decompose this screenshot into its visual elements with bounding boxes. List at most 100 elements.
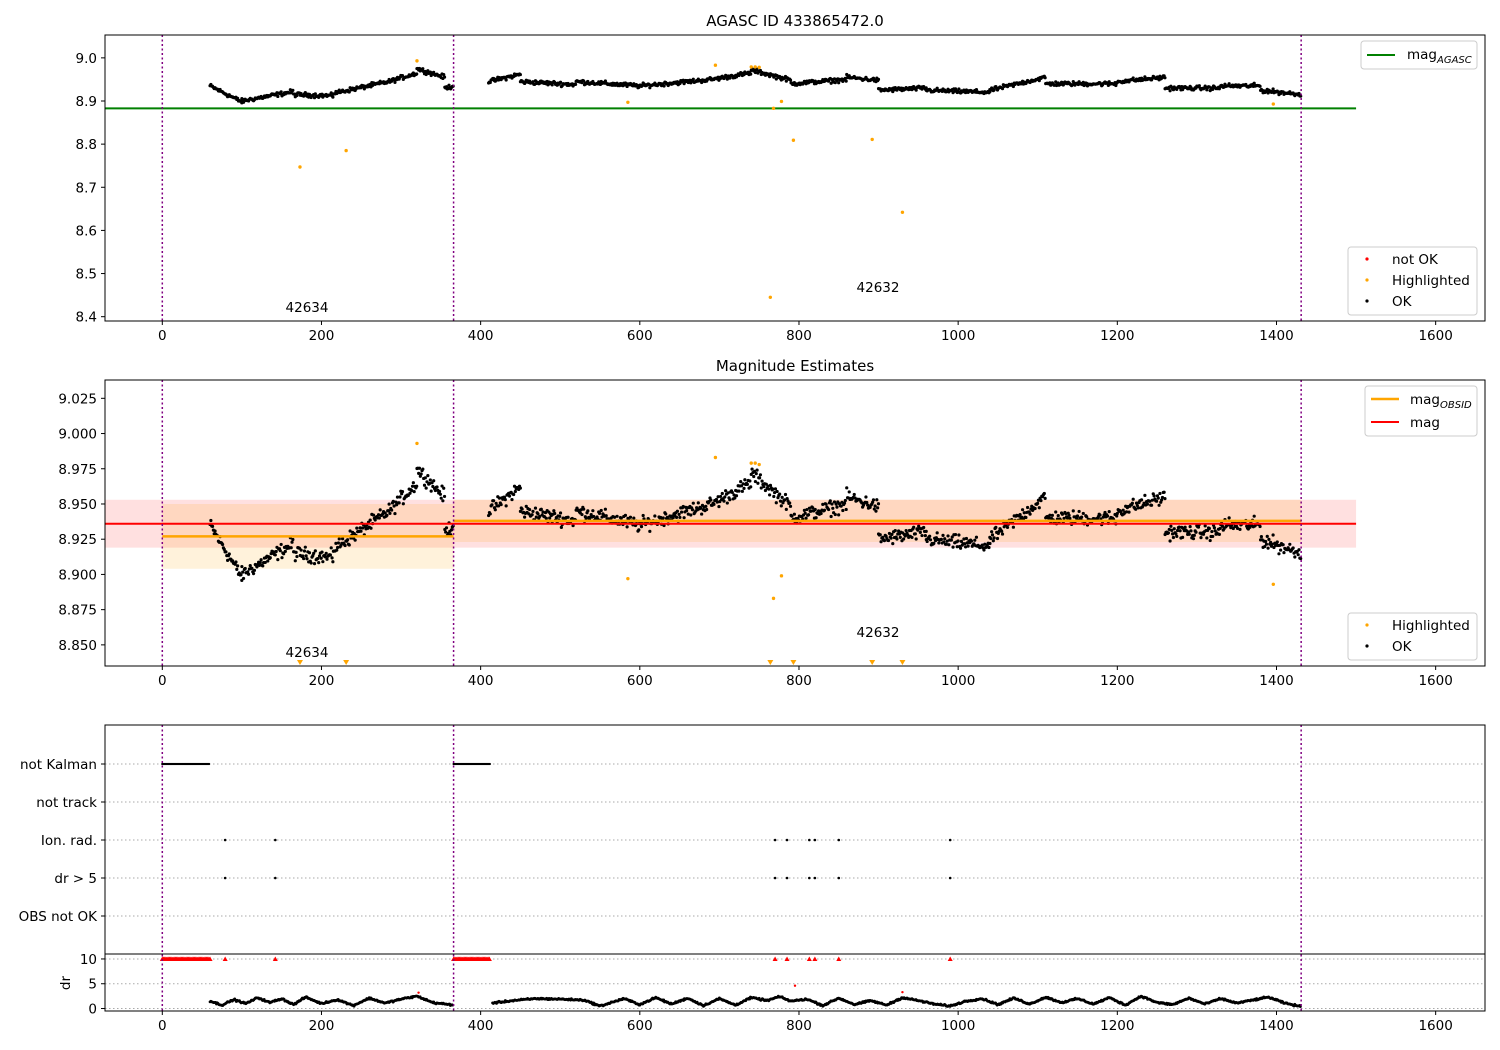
ok-point — [518, 486, 522, 490]
legend-marker-highlighted — [1365, 623, 1369, 627]
ok-point — [582, 79, 586, 83]
ok-point — [662, 84, 666, 88]
ok-point — [1264, 542, 1269, 546]
ok-point — [325, 557, 329, 561]
ok-point — [962, 537, 966, 541]
ok-point — [444, 526, 449, 530]
ok-point — [571, 523, 575, 528]
ok-point — [337, 537, 341, 541]
ok-point — [1033, 506, 1037, 511]
off-scale-marker — [869, 660, 876, 665]
ok-point — [990, 530, 994, 534]
ok-point — [1121, 508, 1125, 512]
ok-point — [835, 505, 839, 509]
ok-point — [410, 489, 414, 493]
ok-point — [1252, 514, 1256, 518]
ok-point — [240, 564, 244, 569]
ok-point — [353, 538, 357, 542]
ok-point — [1170, 528, 1174, 532]
ok-point — [302, 556, 306, 561]
ok-point — [778, 499, 783, 503]
ok-point — [1227, 516, 1231, 520]
highlighted-point — [779, 574, 784, 578]
ok-point — [442, 486, 446, 490]
ok-point — [974, 88, 979, 92]
ok-point — [648, 529, 652, 533]
ok-point — [1293, 555, 1297, 559]
ok-point — [969, 539, 974, 543]
ok-point — [784, 507, 788, 512]
ok-point — [1043, 496, 1047, 500]
ok-point — [307, 551, 312, 555]
ok-point — [316, 556, 320, 561]
ok-point — [304, 554, 308, 558]
panel2-annotation-42632: 42632 — [857, 625, 900, 641]
ok-point — [755, 468, 759, 472]
ok-point — [494, 501, 498, 505]
ok-point — [1005, 525, 1010, 530]
ok-point — [1212, 526, 1216, 530]
ok-point — [603, 507, 607, 511]
ok-point — [385, 513, 389, 517]
ok-point — [544, 516, 548, 520]
ok-point — [766, 484, 770, 488]
panel1-title: AGASC ID 433865472.0 — [706, 12, 884, 30]
ok-point — [597, 511, 602, 515]
ok-point — [419, 472, 423, 476]
ok-point — [387, 502, 391, 506]
ok-point — [400, 74, 405, 78]
ok-point — [251, 572, 256, 576]
x-tick-label: 1000 — [941, 328, 975, 344]
flag-point — [773, 838, 777, 842]
ok-point — [263, 560, 267, 565]
ok-point — [661, 516, 665, 520]
ok-point — [891, 542, 895, 546]
ok-point — [771, 487, 775, 491]
panel1-x-axis: 0 200 400 600 800 1000 1200 1400 1600 — [158, 321, 1453, 344]
ok-point — [957, 87, 961, 91]
ok-point — [780, 495, 784, 499]
ok-point — [504, 504, 508, 508]
ok-point — [1018, 512, 1022, 517]
ok-point — [1036, 501, 1040, 505]
ok-point — [924, 529, 928, 533]
ok-point — [250, 566, 254, 571]
ok-point — [504, 78, 508, 82]
flag-point — [785, 876, 789, 880]
ok-point — [1275, 540, 1279, 544]
ok-point — [584, 516, 588, 521]
ok-point — [1131, 76, 1135, 80]
ok-point — [1187, 532, 1191, 536]
ok-point — [1192, 533, 1196, 537]
x-tick-label: 400 — [468, 328, 494, 344]
ok-point — [591, 509, 595, 513]
ok-point — [1037, 78, 1041, 83]
ok-point — [291, 88, 295, 92]
ok-point — [553, 511, 557, 516]
ok-point — [303, 91, 307, 95]
ok-point — [772, 494, 776, 499]
ok-point — [1131, 497, 1135, 501]
dr-red-point — [417, 991, 420, 994]
dr-capped-marker — [222, 956, 228, 961]
panel1-legend-points: not OK Highlighted OK — [1347, 246, 1478, 316]
ok-point — [1297, 548, 1301, 552]
ok-point — [449, 528, 454, 532]
ok-point — [881, 535, 885, 539]
ok-point — [748, 479, 752, 483]
ok-point — [1197, 84, 1201, 88]
x-tick-label: 600 — [627, 1018, 653, 1034]
ok-point — [1105, 514, 1110, 518]
ok-point — [397, 501, 401, 505]
ok-point — [844, 507, 848, 512]
ok-point — [534, 515, 538, 519]
panel3-flag-labels: not Kalman not track Ion. rad. dr > 5 OBS no… — [19, 757, 105, 925]
ok-point — [261, 564, 265, 568]
ok-point — [1160, 495, 1165, 500]
ok-point — [872, 507, 876, 511]
ok-point — [1220, 524, 1225, 528]
ok-point — [641, 513, 645, 518]
ok-point — [442, 75, 447, 79]
ok-point — [346, 538, 350, 542]
y-tick-label: 9.025 — [58, 391, 97, 407]
